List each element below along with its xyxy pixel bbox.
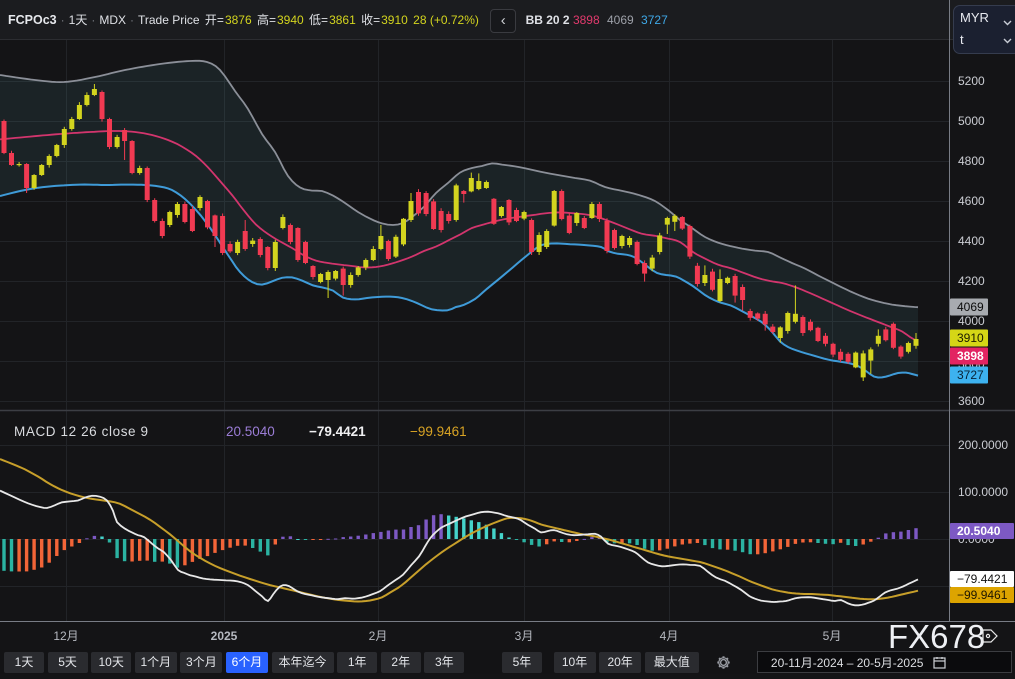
- svg-text:3600: 3600: [958, 394, 985, 408]
- svg-text:100.0000: 100.0000: [958, 485, 1008, 499]
- svg-text:4月: 4月: [660, 629, 679, 643]
- svg-text:4069: 4069: [957, 300, 984, 314]
- svg-text:3727: 3727: [957, 368, 984, 382]
- svg-text:−79.4421: −79.4421: [957, 572, 1008, 586]
- svg-text:2025: 2025: [211, 629, 238, 643]
- svg-text:3月: 3月: [515, 629, 534, 643]
- svg-text:4400: 4400: [958, 234, 985, 248]
- svg-text:3910: 3910: [957, 331, 984, 345]
- svg-text:2月: 2月: [369, 629, 388, 643]
- svg-text:4800: 4800: [958, 154, 985, 168]
- svg-text:12月: 12月: [53, 629, 78, 643]
- svg-text:3898: 3898: [957, 349, 984, 363]
- svg-text:5000: 5000: [958, 114, 985, 128]
- svg-text:4200: 4200: [958, 274, 985, 288]
- svg-text:−99.9461: −99.9461: [957, 588, 1008, 602]
- svg-text:20.5040: 20.5040: [957, 524, 1001, 538]
- svg-text:5月: 5月: [823, 629, 842, 643]
- svg-text:200.0000: 200.0000: [958, 438, 1008, 452]
- svg-text:FX678: FX678: [888, 618, 985, 655]
- svg-text:5200: 5200: [958, 74, 985, 88]
- svg-text:4600: 4600: [958, 194, 985, 208]
- svg-text:4000: 4000: [958, 314, 985, 328]
